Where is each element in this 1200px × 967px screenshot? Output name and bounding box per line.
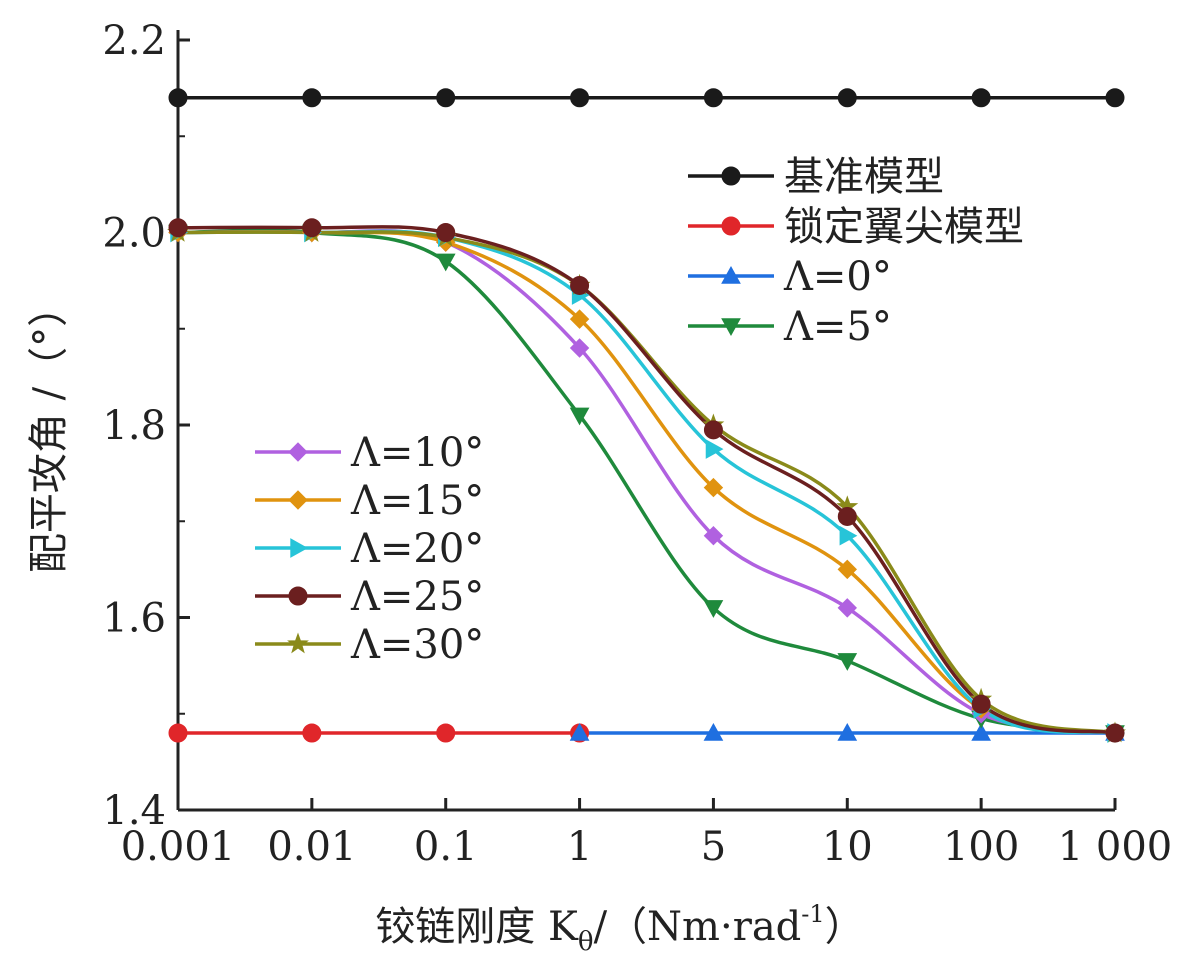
series-point-7 [302,218,322,238]
series-lines [177,95,1116,735]
legend-marker-4 [288,442,308,462]
series-point-0 [570,88,590,108]
series-point-7 [837,506,857,526]
series-point-4 [569,338,590,358]
x-tick-label: 5 [701,824,726,870]
series-point-7 [436,223,456,242]
x-tick-label: 1 000 [1058,824,1173,870]
series-point-0 [703,88,723,108]
legend-label-4: Λ=10° [350,430,484,476]
legend-label-1: 锁定翼尖模型 [784,204,1024,250]
y-tick-label: 1.6 [102,596,166,642]
legend-label-5: Λ=15° [350,478,484,524]
y-tick-label: 2.0 [102,211,166,257]
series-point-2 [837,722,858,741]
y-tick-label: 2.2 [102,18,166,64]
legend-marker-1 [721,216,741,236]
y-axis-label: 配平攻角 /（°） [26,287,72,573]
y-tick-label: 1.4 [102,788,166,834]
series-point-3 [703,600,724,618]
x-tick-label: 0.001 [121,824,236,870]
series-point-1 [302,723,322,743]
series-point-2 [971,722,991,741]
legend-marker-5 [288,490,308,510]
legend-marker-0 [721,166,741,186]
series-point-7 [570,275,590,295]
series-point-3 [837,653,858,671]
series-point-7 [168,218,188,238]
legend-label-7: Λ=25° [350,574,484,620]
series-line-7 [177,225,1116,735]
series-point-1 [436,723,456,743]
series-point-0 [971,88,991,108]
series-point-0 [837,88,857,108]
axes: 1.4 1.6 1.8 2.0 2.2 0.001 0.01 0.1 1 5 10 100 1 000 [102,18,1172,870]
legend-lower: Λ=10°Λ=15°Λ=20°Λ=25°Λ=30° [255,430,484,668]
series-point-2 [569,722,590,741]
series-point-0 [436,88,456,108]
legend-label-2: Λ=0° [783,254,892,300]
series-point-7 [971,694,991,714]
x-tick-label: 1 [567,824,592,870]
series-point-5 [569,309,590,329]
legend-marker-6 [290,538,309,558]
series-line-4 [177,228,1116,735]
series-line-5 [177,230,1116,735]
x-axis-label: 铰链刚度 Kθ/（Nm·rad-1） [375,900,864,957]
series-point-7 [1105,723,1125,743]
series-markers [167,88,1126,744]
x-tick-label: 0.1 [414,824,478,870]
x-tick-label: 10 [822,824,873,870]
series-point-5 [837,559,857,580]
legend-label-0: 基准模型 [784,154,944,200]
series-line-6 [177,229,1116,735]
series-point-6 [839,525,858,546]
legend-marker-2 [721,265,741,284]
series-point-3 [569,407,590,426]
legend-marker-8 [287,632,309,654]
series-point-4 [837,598,857,618]
series-point-1 [168,723,188,743]
x-tick-label: 100 [943,824,1019,870]
legend-label-3: Λ=5° [783,304,892,350]
legend-label-8: Λ=30° [350,622,484,668]
y-tick-label: 1.8 [102,403,166,449]
series-point-2 [703,722,724,741]
x-tick-label: 0.01 [267,824,356,870]
legend-marker-7 [288,586,308,606]
series-point-0 [1105,88,1125,108]
series-line-3 [177,228,1116,735]
legend-marker-3 [721,318,741,337]
series-point-0 [168,88,188,108]
series-point-5 [703,477,724,498]
series-point-6 [705,439,724,459]
series-point-7 [703,420,723,440]
series-line-8 [177,230,1116,735]
series-point-4 [703,525,724,546]
series-point-3 [435,253,456,272]
series-point-0 [302,88,322,108]
legend-label-6: Λ=20° [350,526,484,572]
